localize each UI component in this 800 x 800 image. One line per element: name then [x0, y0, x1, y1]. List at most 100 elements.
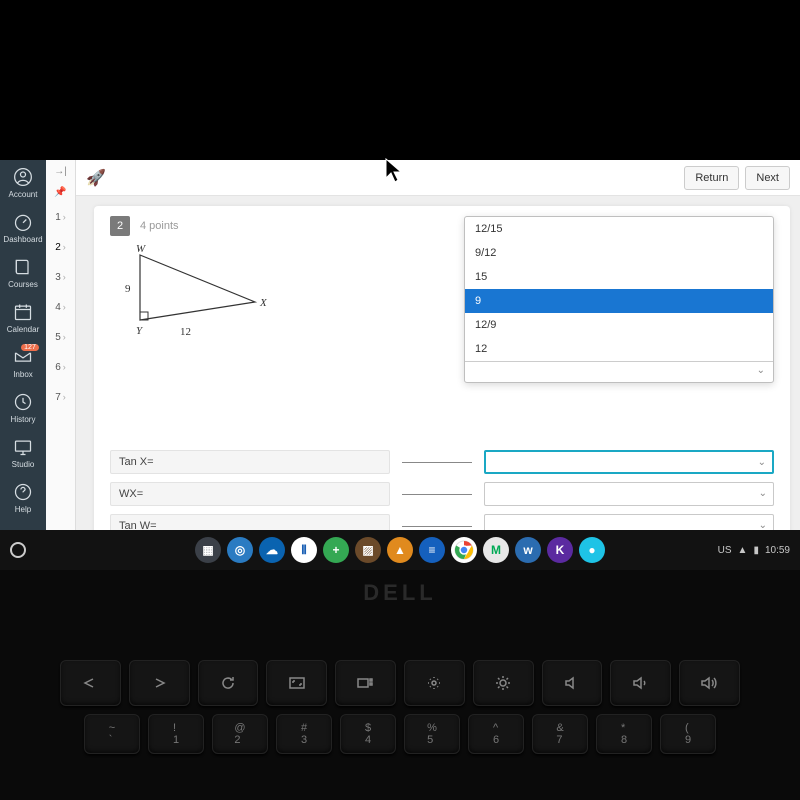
nav-courses[interactable]: Courses [0, 250, 46, 295]
wifi-icon: ▲ [738, 545, 748, 556]
page-link[interactable]: 6› [46, 352, 75, 382]
shelf-app[interactable]: w [515, 537, 541, 563]
side-left: 9 [125, 283, 131, 295]
keyboard: ~` !1 @2 #3 $4 %5 ^6 &7 *8 (9 [60, 660, 740, 790]
nav-label: Courses [8, 280, 38, 289]
dropdown-option[interactable]: 15 [465, 265, 773, 289]
page-link[interactable]: 1› [46, 202, 75, 232]
key-tilde: ~` [84, 714, 140, 754]
key-5: %5 [404, 714, 460, 754]
quiz-toolbar: 🚀 Return Next [76, 160, 800, 196]
answer-select[interactable]: ⌄ [484, 450, 774, 474]
dropdown-option[interactable]: 12/9 [465, 313, 773, 337]
nav-label: Calendar [7, 325, 39, 334]
battery-icon: ▮ [753, 545, 759, 556]
nav-label: History [11, 415, 36, 424]
key-9: (9 [660, 714, 716, 754]
shelf-app[interactable]: ≡ [419, 537, 445, 563]
dropdown-option[interactable]: 9/12 [465, 241, 773, 265]
shelf-app[interactable]: + [323, 537, 349, 563]
triangle-diagram: W X Y 9 12 [110, 240, 280, 340]
dropdown-option[interactable]: 12/15 [465, 217, 773, 241]
key-3: #3 [276, 714, 332, 754]
key-fullscreen [266, 660, 327, 706]
key-7: &7 [532, 714, 588, 754]
shelf-app[interactable]: K [547, 537, 573, 563]
answer-select[interactable]: ⌄ [484, 514, 774, 530]
nav-account[interactable]: Account [0, 160, 46, 205]
page-link[interactable]: 3› [46, 262, 75, 292]
key-1: !1 [148, 714, 204, 754]
dashboard-icon [12, 211, 34, 233]
nav-studio[interactable]: Studio [0, 430, 46, 475]
match-line [402, 462, 472, 463]
laptop-brand: DELL [0, 580, 800, 606]
nav-label: Studio [12, 460, 35, 469]
studio-icon [12, 436, 34, 458]
page-link[interactable]: 5› [46, 322, 75, 352]
return-button[interactable]: Return [684, 166, 739, 190]
answer-prompt: Tan X= [110, 450, 390, 474]
dropdown-option[interactable]: 9 [465, 289, 773, 313]
chevron-down-icon: ⌄ [759, 520, 767, 530]
rocket-icon[interactable]: 🚀 [86, 168, 106, 188]
key-2: @2 [212, 714, 268, 754]
dropdown-search: ⌄ [465, 361, 773, 382]
page-link[interactable]: 4› [46, 292, 75, 322]
page-list-column: →| 📌 1› 2› 3› 4› 5› 6› 7› [46, 160, 76, 530]
shelf-app[interactable] [451, 537, 477, 563]
locale-indicator: US [718, 545, 732, 556]
key-vol-up [679, 660, 740, 706]
chevron-down-icon: ⌄ [758, 457, 766, 468]
answer-row: Tan W= ⌄ [110, 514, 774, 530]
shelf-app[interactable]: ▲ [387, 537, 413, 563]
pin-icon[interactable]: 📌 [46, 182, 75, 202]
page-link[interactable]: 7› [46, 382, 75, 412]
answer-prompt: WX= [110, 482, 390, 506]
chevron-down-icon: ⌄ [759, 488, 767, 499]
collapse-icon[interactable]: →| [46, 160, 75, 182]
next-button[interactable]: Next [745, 166, 790, 190]
match-line [402, 494, 472, 495]
nav-help[interactable]: Help [0, 475, 46, 520]
shelf-app[interactable]: ▦ [195, 537, 221, 563]
status-tray[interactable]: US ▲ ▮ 10:59 [718, 545, 790, 556]
answer-dropdown[interactable]: 12/15 9/12 15 9 12/9 12 ⌄ [464, 216, 774, 383]
nav-dashboard[interactable]: Dashboard [0, 205, 46, 250]
nav-label: Inbox [13, 370, 33, 379]
nav-calendar[interactable]: Calendar [0, 295, 46, 340]
question-card: 2 4 points W X Y 9 12 12/15 9/12 15 [94, 206, 790, 530]
nav-label: Help [15, 505, 31, 514]
shelf-app[interactable]: ☁ [259, 537, 285, 563]
answer-row: Tan X= ⌄ [110, 450, 774, 474]
key-refresh [198, 660, 259, 706]
chromeos-shelf: ▦◎☁⦀+▨▲≡MwK● US ▲ ▮ 10:59 [0, 530, 800, 570]
history-icon [12, 391, 34, 413]
shelf-app[interactable]: ● [579, 537, 605, 563]
shelf-app[interactable]: ⦀ [291, 537, 317, 563]
answer-prompt: Tan W= [110, 514, 390, 530]
page-link[interactable]: 2› [46, 232, 75, 262]
key-back [60, 660, 121, 706]
inbox-badge: 127 [21, 344, 39, 351]
answer-select[interactable]: ⌄ [484, 482, 774, 506]
vertex-w: W [136, 243, 146, 255]
key-forward [129, 660, 190, 706]
dropdown-search-input[interactable] [473, 366, 765, 378]
nav-label: Dashboard [3, 235, 42, 244]
quiz-content: 2 4 points W X Y 9 12 12/15 9/12 15 [76, 196, 800, 530]
launcher-icon[interactable] [10, 542, 26, 558]
nav-history[interactable]: History [0, 385, 46, 430]
vertex-x: X [259, 297, 268, 309]
shelf-app[interactable]: ◎ [227, 537, 253, 563]
key-vol-down [610, 660, 671, 706]
question-points: 4 points [140, 220, 179, 232]
canvas-global-nav: Account Dashboard Courses Calendar 127 I… [0, 160, 46, 530]
shelf-app[interactable]: ▨ [355, 537, 381, 563]
dropdown-option[interactable]: 12 [465, 337, 773, 361]
answer-row: WX= ⌄ [110, 482, 774, 506]
clock: 10:59 [765, 545, 790, 556]
shelf-app[interactable]: M [483, 537, 509, 563]
nav-inbox[interactable]: 127 Inbox [0, 340, 46, 385]
chevron-down-icon: ⌄ [757, 365, 765, 376]
